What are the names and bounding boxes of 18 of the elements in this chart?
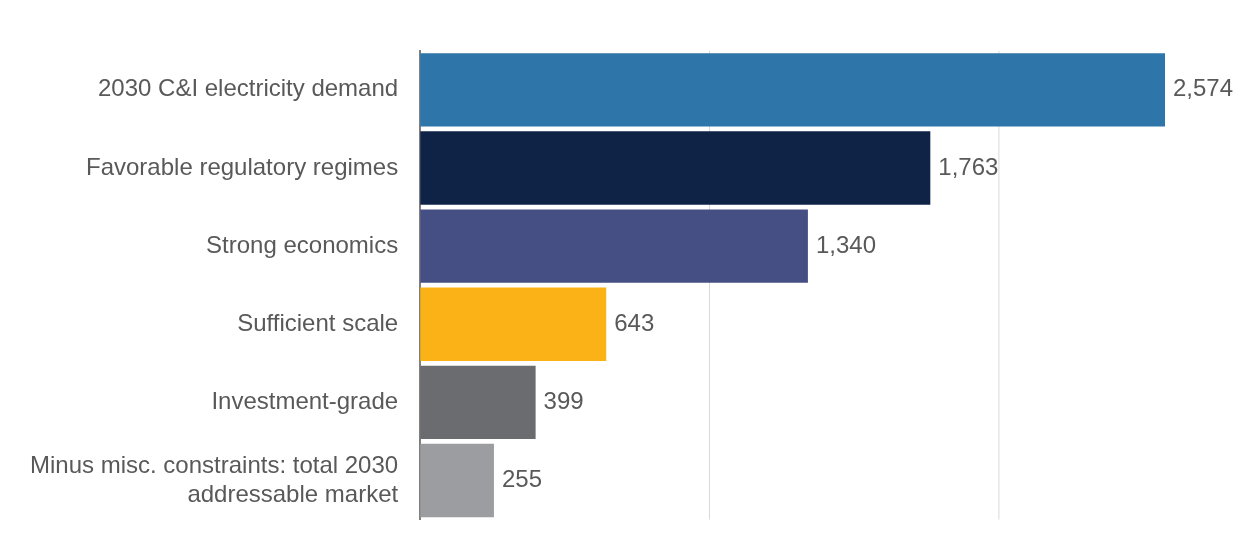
y-tick-label: Strong economics	[206, 230, 399, 258]
data-label: 1,340	[815, 230, 876, 258]
bar	[420, 443, 494, 518]
data-label: 2,574	[1173, 74, 1234, 102]
bar	[420, 209, 808, 283]
y-tick-label: 2030 C&I electricity demand	[98, 74, 399, 102]
data-label: 643	[614, 308, 655, 336]
y-tick-label: Sufficient scale	[237, 308, 399, 336]
bar	[420, 287, 607, 361]
data-label: 399	[543, 387, 584, 415]
y-tick-label: Favorable regulatory regimes	[86, 152, 399, 180]
bar	[420, 53, 1165, 127]
data-label: 1,763	[938, 152, 999, 180]
y-tick-label: Minus misc. constraints: total 2030 addressable market	[30, 450, 399, 507]
bar	[420, 131, 931, 205]
y-tick-label: Investment-grade	[211, 387, 399, 415]
data-label: 255	[501, 465, 542, 493]
bar	[420, 365, 536, 440]
